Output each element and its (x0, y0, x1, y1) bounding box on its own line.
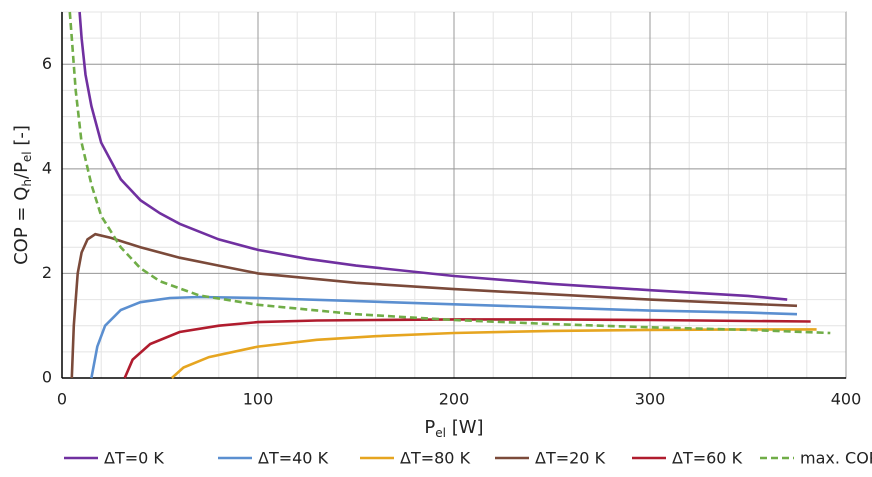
series-line (170, 328, 817, 379)
legend-label: ΔT=40 K (258, 449, 329, 468)
x-label-sub: el (435, 426, 446, 440)
x-tick-label: 400 (831, 390, 862, 409)
series-line (78, 11, 788, 301)
series-line (70, 232, 798, 379)
x-tick-label: 300 (635, 390, 666, 409)
y-tick-label: 6 (42, 54, 52, 73)
series-line (90, 295, 798, 379)
x-axis-label: Pel [W] (424, 417, 483, 440)
y-label-part: /P (11, 162, 32, 179)
series-line (68, 11, 831, 335)
y-label-sub: el (20, 151, 34, 162)
legend-label: ΔT=20 K (535, 449, 606, 468)
legend-label: max. COP (800, 449, 872, 468)
x-tick-label: 0 (57, 390, 67, 409)
y-tick-label: 0 (42, 368, 52, 387)
legend-label: ΔT=0 K (104, 449, 164, 468)
series-line (123, 318, 811, 379)
y-tick-label: 4 (42, 158, 52, 177)
legend-label: ΔT=80 K (400, 449, 471, 468)
y-label-sub: h (20, 179, 34, 187)
y-axis-label: COP = Qh/Pel [-] (11, 125, 34, 265)
x-tick-label: 100 (243, 390, 274, 409)
y-label-part: [-] (11, 125, 32, 151)
x-tick-label: 200 (439, 390, 470, 409)
y-label-part: COP = Q (11, 187, 32, 265)
legend-label: ΔT=60 K (672, 449, 743, 468)
y-tick-label: 2 (42, 263, 52, 282)
x-label-part: [W] (446, 417, 484, 438)
x-label-part: P (424, 417, 435, 438)
